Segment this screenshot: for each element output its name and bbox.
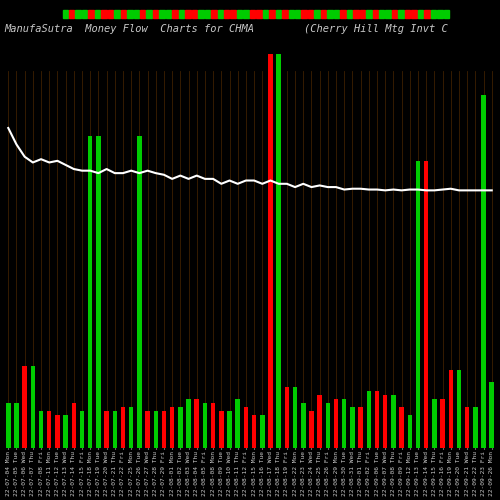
Bar bbox=[154, 411, 158, 448]
Bar bbox=[334, 399, 338, 448]
Bar bbox=[293, 386, 298, 448]
Bar bbox=[383, 394, 388, 448]
Bar bbox=[39, 411, 44, 448]
Bar bbox=[465, 407, 469, 448]
Bar bbox=[318, 394, 322, 448]
Bar bbox=[260, 415, 264, 448]
Bar bbox=[482, 95, 486, 448]
Bar bbox=[350, 407, 354, 448]
Bar bbox=[432, 399, 436, 448]
Bar bbox=[219, 411, 224, 448]
Bar bbox=[400, 407, 404, 448]
Bar bbox=[342, 399, 346, 448]
Bar bbox=[358, 407, 363, 448]
Bar bbox=[170, 407, 174, 448]
Bar bbox=[228, 411, 232, 448]
Bar bbox=[120, 407, 125, 448]
Bar bbox=[129, 407, 134, 448]
Bar bbox=[146, 411, 150, 448]
Bar bbox=[88, 136, 92, 448]
Bar bbox=[162, 411, 166, 448]
Bar bbox=[137, 136, 141, 448]
Bar bbox=[55, 415, 60, 448]
Bar bbox=[326, 403, 330, 448]
Bar bbox=[284, 386, 289, 448]
Bar bbox=[244, 407, 248, 448]
Bar bbox=[366, 390, 371, 448]
Bar bbox=[408, 415, 412, 448]
Bar bbox=[276, 54, 281, 448]
Bar bbox=[64, 415, 68, 448]
Text: ManufaSutra  Money Flow  Charts for CHMA        (Cherry Hill Mtg Invt C: ManufaSutra Money Flow Charts for CHMA (… bbox=[4, 24, 448, 34]
Bar bbox=[80, 411, 84, 448]
Bar bbox=[456, 370, 461, 448]
Bar bbox=[252, 415, 256, 448]
Bar bbox=[440, 399, 445, 448]
Bar bbox=[473, 407, 478, 448]
Bar bbox=[96, 136, 100, 448]
Bar bbox=[112, 411, 117, 448]
Bar bbox=[104, 411, 109, 448]
Bar bbox=[22, 366, 27, 448]
Bar bbox=[30, 366, 35, 448]
Bar bbox=[47, 411, 52, 448]
Bar bbox=[268, 54, 272, 448]
Bar bbox=[72, 403, 76, 448]
Bar bbox=[6, 403, 10, 448]
Bar bbox=[194, 399, 199, 448]
Bar bbox=[309, 411, 314, 448]
Bar bbox=[186, 399, 191, 448]
Bar bbox=[424, 161, 428, 448]
Bar bbox=[211, 403, 216, 448]
Bar bbox=[178, 407, 182, 448]
Bar bbox=[236, 399, 240, 448]
Bar bbox=[14, 403, 18, 448]
Bar bbox=[301, 403, 306, 448]
Bar bbox=[490, 382, 494, 448]
Bar bbox=[202, 403, 207, 448]
Bar bbox=[375, 390, 380, 448]
Bar bbox=[416, 161, 420, 448]
Bar bbox=[448, 370, 453, 448]
Bar bbox=[391, 394, 396, 448]
